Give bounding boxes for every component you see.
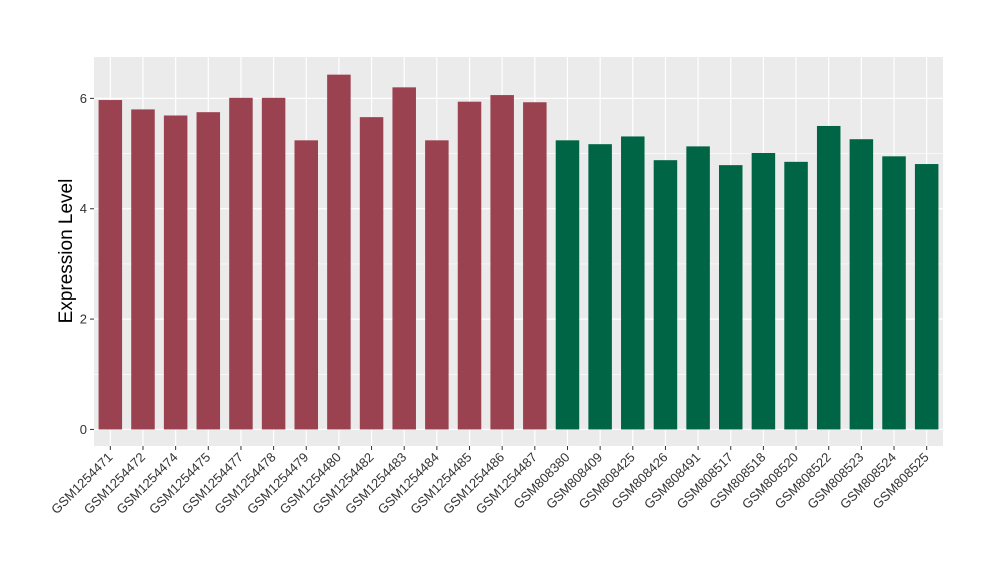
bar-GSM1254479 [294, 140, 319, 430]
plot-panel [94, 57, 943, 446]
bar-GSM1254484 [425, 140, 449, 430]
bar-GSM808524 [882, 156, 906, 430]
bar-GSM1254480 [327, 74, 351, 430]
bar-GSM808523 [849, 139, 874, 430]
bar-GSM1254482 [359, 117, 384, 430]
bar-GSM808520 [784, 161, 808, 430]
y-axis-title: Expression Level [56, 179, 77, 324]
bar-GSM1254472 [131, 109, 155, 430]
y-tick-label: 4 [80, 201, 87, 216]
bar-GSM808517 [718, 165, 743, 430]
x-axis: GSM1254471GSM1254472GSM1254474GSM1254475… [48, 446, 932, 517]
bar-GSM808426 [653, 160, 678, 430]
bar-GSM1254478 [261, 97, 286, 430]
bar-GSM1254471 [98, 100, 123, 430]
bar-GSM808491 [686, 146, 710, 430]
y-tick-label: 6 [80, 91, 87, 106]
bar-GSM808525 [914, 164, 939, 430]
y-tick-label: 2 [80, 312, 87, 327]
bar-GSM808522 [816, 125, 841, 430]
bar-GSM808425 [621, 136, 645, 430]
bar-GSM808518 [751, 153, 776, 430]
bars [98, 74, 939, 430]
bar-GSM1254483 [392, 87, 416, 430]
bar-GSM1254487 [523, 102, 547, 430]
bar-GSM1254486 [490, 95, 514, 430]
bar-GSM1254477 [229, 97, 253, 430]
bar-GSM808380 [555, 140, 580, 430]
bar-GSM1254485 [457, 101, 482, 430]
bar-GSM808409 [588, 144, 612, 430]
y-tick-label: 0 [80, 422, 87, 437]
bar-GSM1254474 [163, 115, 188, 430]
y-axis: 0 2 4 6 [80, 91, 94, 437]
bar-GSM1254475 [196, 112, 221, 430]
